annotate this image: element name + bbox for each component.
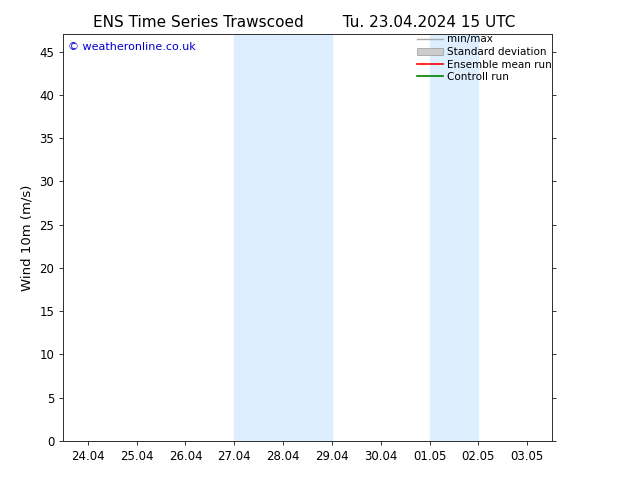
Bar — [430, 34, 479, 441]
Y-axis label: Wind 10m (m/s): Wind 10m (m/s) — [21, 184, 34, 291]
Text: ENS Time Series Trawscoed        Tu. 23.04.2024 15 UTC: ENS Time Series Trawscoed Tu. 23.04.2024… — [93, 15, 515, 30]
Text: © weatheronline.co.uk: © weatheronline.co.uk — [68, 43, 196, 52]
Legend: min/max, Standard deviation, Ensemble mean run, Controll run: min/max, Standard deviation, Ensemble me… — [417, 34, 552, 82]
Bar — [235, 34, 332, 441]
